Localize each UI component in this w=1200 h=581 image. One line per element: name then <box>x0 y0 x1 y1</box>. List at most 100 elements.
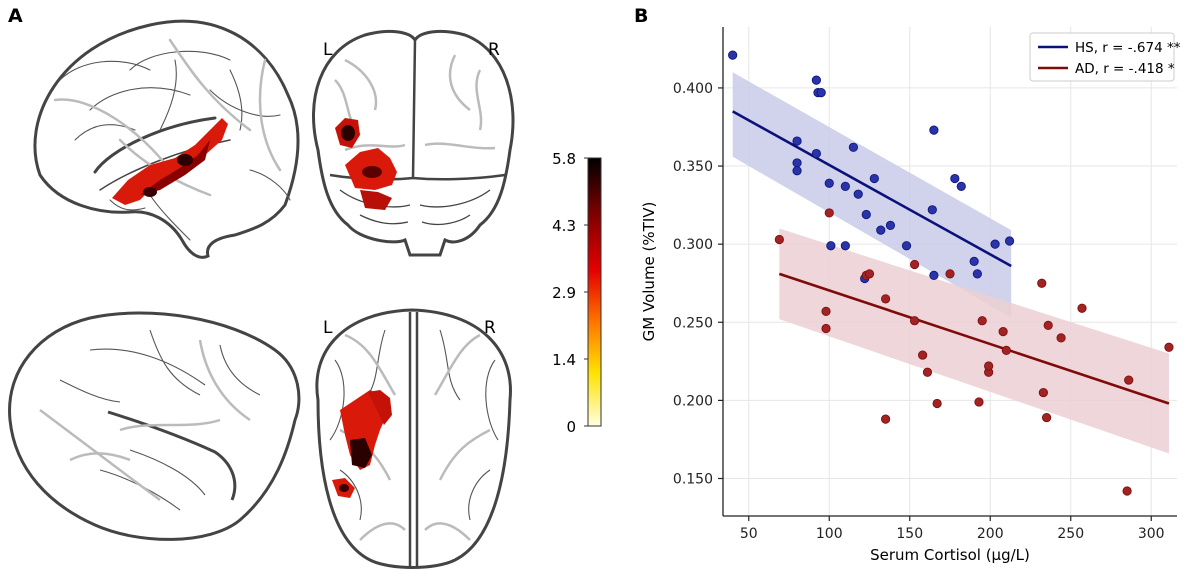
brain-axial-bottom <box>315 308 512 569</box>
data-point-ad <box>977 316 987 326</box>
data-point-ad <box>1124 375 1134 385</box>
data-point-ad <box>974 397 984 407</box>
data-point-ad <box>922 367 933 377</box>
data-point-hs <box>848 142 859 152</box>
x-tick-label: 300 <box>1138 526 1165 542</box>
data-point-ad <box>1043 320 1053 330</box>
data-point-hs <box>901 241 912 251</box>
legend-label-hs: HS, r = -.674 ** <box>1075 40 1181 56</box>
brain-sagittal-top <box>33 19 300 259</box>
data-point-ad <box>821 323 831 334</box>
colorbar-tick-label: 5.8 <box>552 150 576 168</box>
data-point-ad <box>824 208 834 218</box>
activation-coronal-top <box>335 118 397 210</box>
data-point-ad <box>918 350 928 360</box>
data-point-hs <box>840 241 850 251</box>
hemisphere-label-left-top: L <box>323 40 333 60</box>
y-axis-label: GM Volume (%TIV) <box>640 202 658 342</box>
panel-label-a: A <box>8 5 23 27</box>
fit-line-hs <box>732 110 1012 268</box>
data-point-ad <box>1122 486 1132 496</box>
hemisphere-label-left-bottom: L <box>323 318 333 338</box>
y-tick-label: 0.300 <box>673 237 713 253</box>
data-point-hs <box>869 173 879 184</box>
x-axis-label: Serum Cortisol (µg/L) <box>870 546 1030 564</box>
data-point-hs <box>929 125 939 135</box>
confidence-band-ad <box>779 228 1169 454</box>
scatter-chart: B 50 100 150 200 250 300 0.150 0.200 0.250 0.300… <box>634 5 1181 564</box>
data-point-hs <box>950 173 960 184</box>
data-point-ad <box>945 269 955 279</box>
y-axis-ticks: 0.150 0.200 0.250 0.300 0.350 0.400 <box>673 81 723 488</box>
data-point-hs <box>929 270 939 281</box>
brain-sagittal-bottom <box>8 311 301 541</box>
data-point-hs <box>927 205 937 215</box>
panel-b: B 50 100 150 200 250 300 0.150 0.200 0.250 0.300… <box>620 0 1200 577</box>
colorbar-tick-label: 0 <box>566 418 576 436</box>
data-point-ad <box>1041 412 1052 423</box>
data-point-hs <box>816 88 826 98</box>
data-point-ad <box>909 259 920 270</box>
data-point-hs <box>824 178 834 188</box>
data-point-hs <box>811 148 821 159</box>
glass-brain-figure: A <box>8 5 602 569</box>
data-point-ad <box>1001 345 1011 355</box>
x-tick-label: 100 <box>816 526 843 542</box>
data-point-hs <box>792 158 802 168</box>
x-tick-label: 200 <box>977 526 1004 542</box>
fit-lines <box>732 110 1170 405</box>
confidence-bands <box>732 72 1169 454</box>
data-point-ad <box>1038 387 1048 398</box>
colorbar-tick-label: 2.9 <box>552 284 576 302</box>
colorbar-gradient <box>587 157 602 427</box>
data-point-hs <box>840 181 850 191</box>
hemisphere-label-right-top: R <box>488 40 500 60</box>
data-point-hs <box>1004 236 1015 246</box>
y-tick-label: 0.150 <box>673 472 713 488</box>
data-point-ad <box>1056 333 1066 343</box>
data-points <box>728 50 1174 496</box>
data-point-ad <box>1037 278 1047 288</box>
x-tick-label: 150 <box>896 526 923 542</box>
y-tick-label: 0.350 <box>673 159 713 175</box>
data-point-hs <box>861 209 871 220</box>
data-point-hs <box>876 225 886 235</box>
data-point-ad <box>881 414 891 424</box>
data-point-hs <box>792 166 802 176</box>
chart-axes <box>722 27 1177 517</box>
data-point-ad <box>998 327 1008 337</box>
data-point-ad <box>932 398 942 409</box>
panel-label-b: B <box>634 5 648 27</box>
data-point-ad <box>881 294 891 304</box>
data-point-hs <box>969 256 979 266</box>
confidence-band-hs <box>732 72 1012 318</box>
brain-coronal-top <box>311 29 515 257</box>
data-point-hs <box>885 220 896 231</box>
data-point-hs <box>956 181 966 191</box>
y-tick-label: 0.200 <box>673 393 713 409</box>
x-tick-label: 50 <box>740 526 758 542</box>
hemisphere-label-right-bottom: R <box>484 318 496 338</box>
x-tick-label: 250 <box>1057 526 1084 542</box>
data-point-hs <box>728 50 738 60</box>
data-point-ad <box>909 316 920 326</box>
data-point-hs <box>811 75 821 85</box>
fit-line-ad <box>778 272 1170 405</box>
data-point-ad <box>984 361 994 371</box>
panel-a: A <box>8 5 602 569</box>
colorbar-tick-label: 4.3 <box>552 217 576 235</box>
data-point-hs <box>792 136 802 146</box>
data-point-hs <box>853 189 863 199</box>
legend-label-ad: AD, r = -.418 * <box>1075 61 1175 77</box>
x-axis-ticks: 50 100 150 200 250 300 <box>740 516 1165 542</box>
legend: HS, r = -.674 ** AD, r = -.418 * <box>1029 32 1181 82</box>
data-point-hs <box>972 269 982 279</box>
data-point-ad <box>1164 342 1174 352</box>
data-point-hs <box>990 239 1000 249</box>
data-point-ad <box>821 306 831 316</box>
data-point-ad <box>774 234 784 245</box>
data-point-hs <box>826 241 836 251</box>
activation-axial-bottom <box>332 390 392 498</box>
colorbar: 5.8 4.3 2.9 1.4 0 <box>552 150 602 436</box>
colorbar-tick-label: 1.4 <box>552 351 576 369</box>
